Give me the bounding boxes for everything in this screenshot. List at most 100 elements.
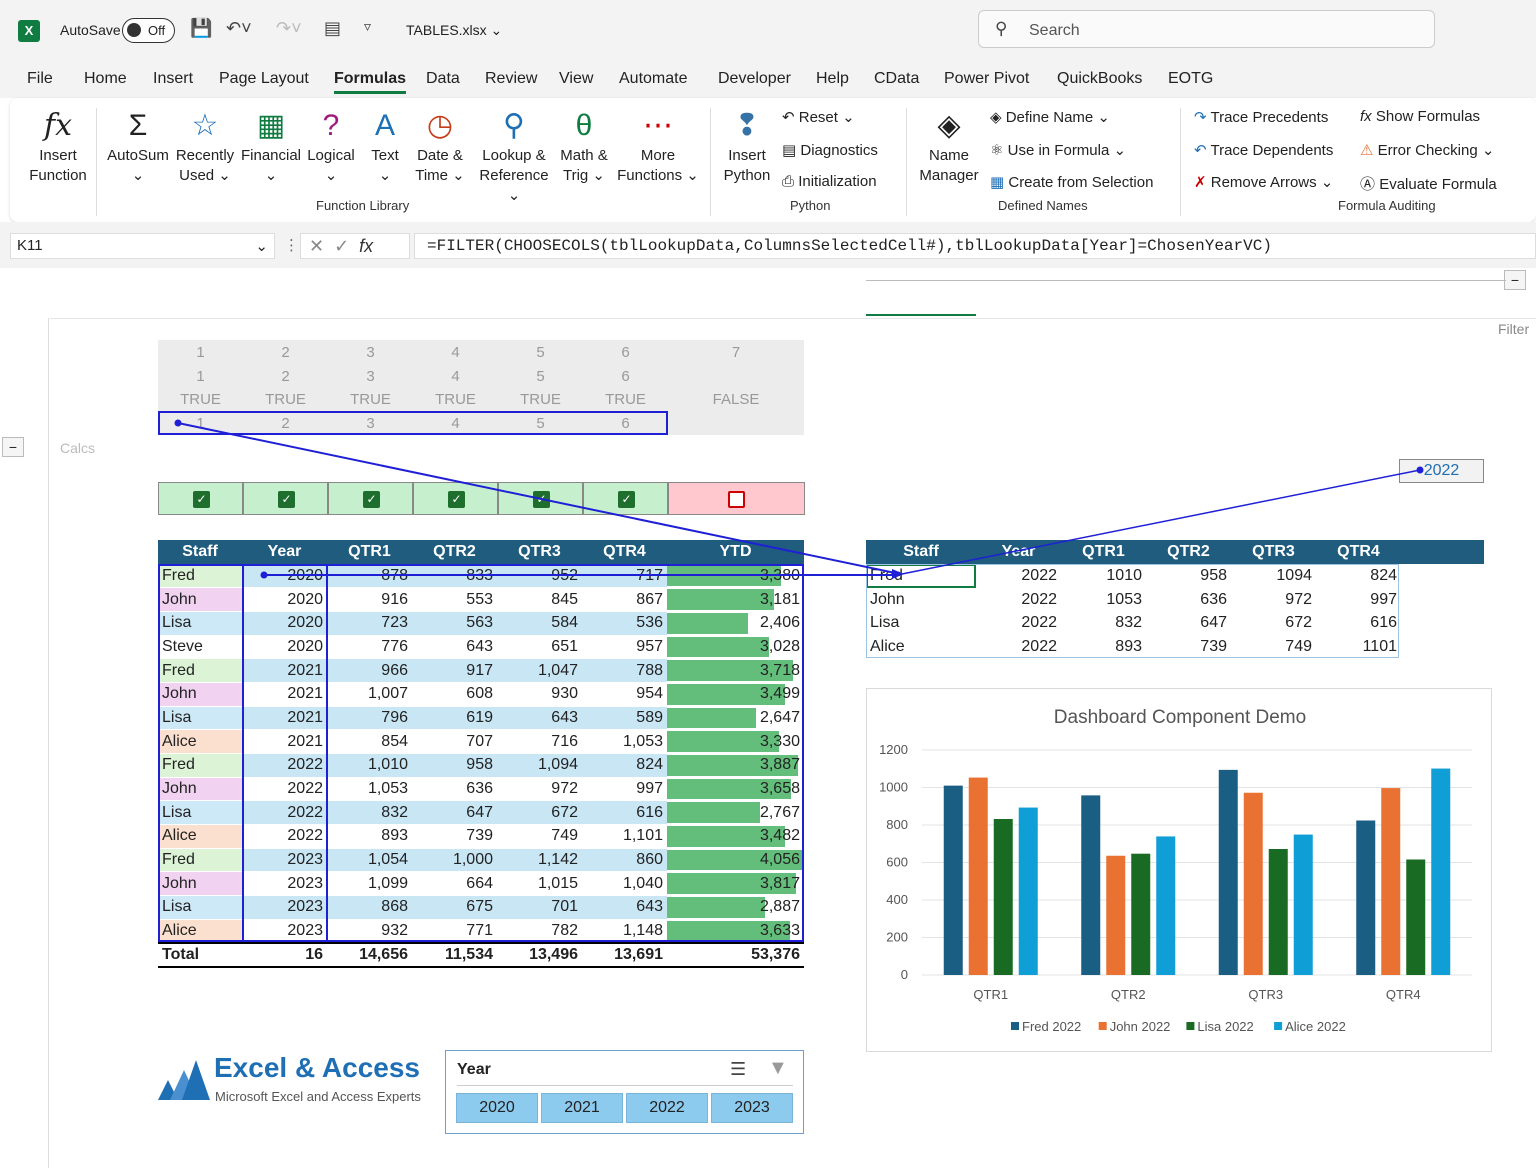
value-cell[interactable]: 972	[497, 777, 582, 802]
clear-filter-icon[interactable]: ▼	[768, 1057, 788, 1079]
date-time-button[interactable]: ◷ Date & Time ⌄	[412, 108, 468, 186]
value-cell[interactable]: 2021	[242, 682, 327, 707]
value-cell[interactable]: 1,054	[327, 848, 412, 873]
staff-cell[interactable]: Alice	[158, 729, 242, 754]
value-cell[interactable]: 796	[327, 706, 412, 731]
value-cell[interactable]: 930	[497, 682, 582, 707]
tab-page-layout[interactable]: Page Layout	[219, 70, 309, 87]
value-cell[interactable]: 608	[412, 682, 497, 707]
checkbox-cell-checked[interactable]: ✓	[413, 482, 498, 515]
value-cell[interactable]: 2022	[242, 800, 327, 826]
calc-cell[interactable]: FALSE	[712, 391, 760, 408]
show-formulas-button[interactable]: fx Show Formulas	[1360, 108, 1481, 125]
staff-cell[interactable]: Steve	[158, 635, 242, 660]
result-value-cell[interactable]: 1010	[1106, 566, 1142, 584]
calc-cell[interactable]: 2	[281, 344, 290, 361]
collapse-group-button[interactable]: −	[2, 437, 24, 457]
value-cell[interactable]: 867	[582, 587, 667, 612]
staff-cell[interactable]: John	[158, 777, 242, 802]
column-header[interactable]: QTR3	[497, 540, 582, 564]
calc-cell[interactable]: TRUE	[265, 391, 306, 408]
autosum-button[interactable]: Σ AutoSum ⌄	[105, 108, 171, 186]
calc-cell[interactable]: TRUE	[605, 391, 646, 408]
result-column-header[interactable]: QTR2	[1146, 540, 1231, 564]
result-staff-cell[interactable]: Alice	[870, 637, 905, 655]
tab-quickbooks[interactable]: QuickBooks	[1057, 70, 1143, 87]
formula-bar-options-icon[interactable]: ⋮	[284, 237, 299, 254]
value-cell[interactable]: 2020	[242, 635, 327, 660]
tab-help[interactable]: Help	[816, 70, 849, 87]
autosave-toggle[interactable]: Off	[122, 18, 175, 43]
total-cell[interactable]: 13,496	[497, 943, 582, 968]
column-header[interactable]: YTD	[667, 540, 804, 564]
result-staff-cell[interactable]: Lisa	[870, 614, 900, 632]
result-staff-cell[interactable]: John	[870, 590, 905, 608]
total-cell[interactable]: Total	[158, 943, 242, 968]
tab-data[interactable]: Data	[426, 70, 460, 87]
value-cell[interactable]: 707	[412, 729, 497, 754]
reset-button[interactable]: ↶ Reset ⌄	[782, 109, 855, 126]
value-cell[interactable]: 1,053	[327, 777, 412, 802]
value-cell[interactable]: 739	[412, 824, 497, 849]
value-cell[interactable]: 723	[327, 611, 412, 636]
value-cell[interactable]: 1,040	[582, 871, 667, 897]
initialization-button[interactable]: ⎙ Initialization	[782, 173, 877, 190]
search-box[interactable]: ⚲ Search	[978, 10, 1435, 48]
result-value-cell[interactable]: 2022	[1021, 614, 1057, 632]
value-cell[interactable]: 553	[412, 587, 497, 612]
result-value-cell[interactable]: 636	[1200, 590, 1227, 608]
staff-cell[interactable]: Lisa	[158, 895, 242, 920]
value-cell[interactable]: 788	[582, 658, 667, 683]
result-column-header[interactable]: Year	[976, 540, 1061, 564]
customize-quick-access-icon[interactable]: ▿	[364, 18, 372, 34]
value-cell[interactable]: 868	[327, 895, 412, 920]
value-cell[interactable]: 2022	[242, 824, 327, 849]
value-cell[interactable]: 958	[412, 753, 497, 778]
result-column-header[interactable]: QTR1	[1061, 540, 1146, 564]
value-cell[interactable]: 563	[412, 611, 497, 636]
name-manager-button[interactable]: ◈ Name Manager	[916, 108, 982, 186]
undo-icon[interactable]: ↶˅	[226, 18, 252, 38]
staff-cell[interactable]: Fred	[158, 564, 242, 589]
insert-function-button[interactable]: fx Insert Function	[29, 108, 87, 184]
value-cell[interactable]: 643	[497, 706, 582, 731]
total-cell[interactable]: 11,534	[412, 943, 497, 968]
calc-cell[interactable]: TRUE	[180, 391, 221, 408]
calc-cell[interactable]: TRUE	[520, 391, 561, 408]
value-cell[interactable]: 647	[412, 800, 497, 826]
ytd-cell[interactable]: 3,181	[667, 587, 804, 612]
ytd-cell[interactable]: 3,658	[667, 777, 804, 802]
value-cell[interactable]: 717	[582, 564, 667, 589]
ytd-cell[interactable]: 3,718	[667, 658, 804, 683]
total-cell[interactable]: 53,376	[667, 943, 804, 968]
staff-cell[interactable]: Lisa	[158, 800, 242, 826]
value-cell[interactable]: 954	[582, 682, 667, 707]
more-functions-button[interactable]: ⋯ More Functions ⌄	[617, 109, 699, 184]
result-value-cell[interactable]: 2022	[1021, 590, 1057, 608]
value-cell[interactable]: 701	[497, 895, 582, 920]
column-header[interactable]: QTR2	[412, 540, 497, 564]
slicer-item-2021[interactable]: 2021	[541, 1093, 623, 1123]
calc-cell[interactable]: 7	[731, 344, 741, 361]
calc-cell[interactable]: TRUE	[350, 391, 391, 408]
ytd-cell[interactable]: 3,499	[667, 682, 804, 707]
result-value-cell[interactable]: 2022	[1021, 637, 1057, 655]
total-cell[interactable]: 16	[242, 943, 327, 968]
value-cell[interactable]: 932	[327, 919, 412, 944]
slicer-item-2023[interactable]: 2023	[711, 1093, 793, 1123]
calc-cell[interactable]: 1	[196, 344, 205, 361]
calc-cell[interactable]: 3	[366, 344, 375, 361]
total-cell[interactable]: 13,691	[582, 943, 667, 968]
staff-cell[interactable]: Lisa	[158, 611, 242, 636]
value-cell[interactable]: 2023	[242, 848, 327, 873]
staff-cell[interactable]: Fred	[158, 848, 242, 873]
value-cell[interactable]: 824	[582, 753, 667, 778]
value-cell[interactable]: 643	[582, 895, 667, 920]
value-cell[interactable]: 878	[327, 564, 412, 589]
define-name-button[interactable]: ◈ Define Name ⌄	[990, 109, 1111, 126]
result-value-cell[interactable]: 739	[1200, 637, 1227, 655]
checkbox-cell-checked[interactable]: ✓	[583, 482, 668, 515]
slicer-item-2020[interactable]: 2020	[456, 1093, 538, 1123]
checkbox-cell-checked[interactable]: ✓	[158, 482, 243, 515]
value-cell[interactable]: 957	[582, 635, 667, 660]
